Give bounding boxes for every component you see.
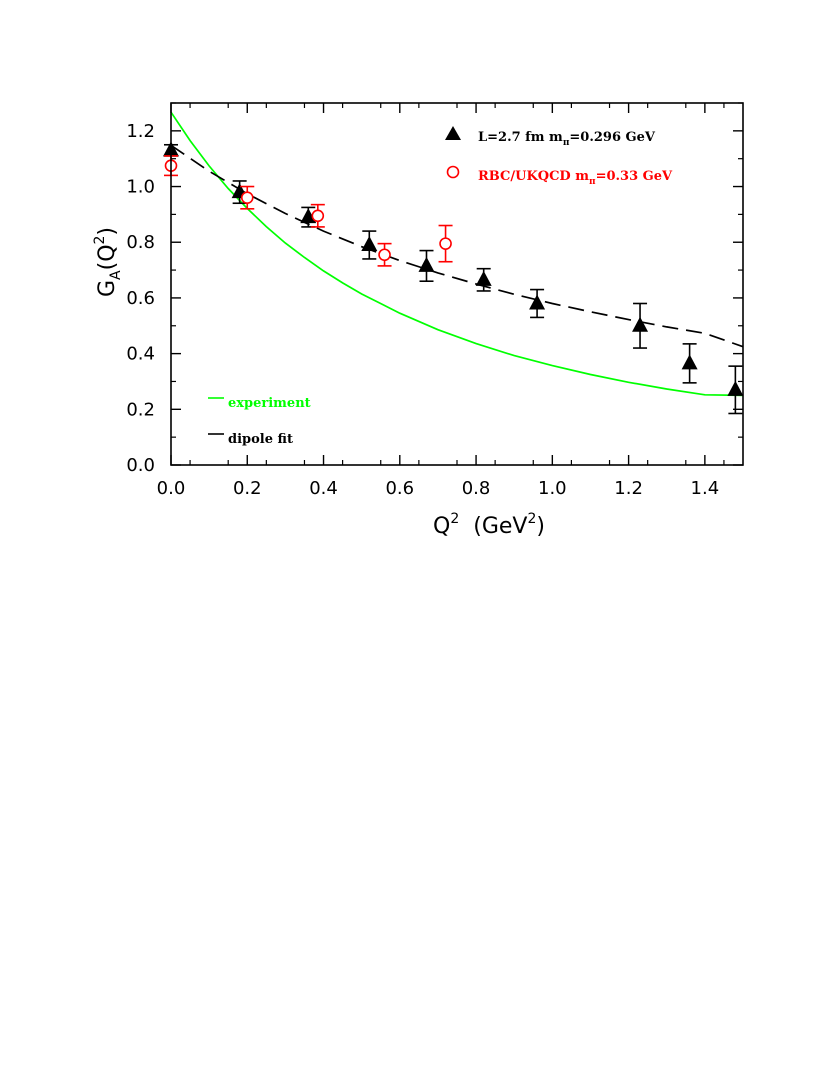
x-tick-label: 1.2 bbox=[614, 478, 643, 499]
data-point bbox=[377, 242, 392, 267]
x-tick-label: 1.4 bbox=[691, 478, 720, 499]
x-axis-title-main: Q bbox=[433, 514, 450, 539]
legend-label-lattice-b: =0.296 GeV bbox=[569, 130, 655, 145]
circle-marker bbox=[439, 237, 452, 250]
x-axis-title-sup: 2 bbox=[450, 511, 459, 527]
x-axis-title-unit-open: (GeV bbox=[473, 514, 527, 539]
data-point bbox=[240, 185, 255, 210]
x-tick-label: 1.0 bbox=[538, 478, 567, 499]
data-point bbox=[727, 365, 744, 415]
data-point bbox=[681, 343, 698, 384]
x-tick-label: 0.6 bbox=[385, 478, 414, 499]
triangle-marker bbox=[727, 380, 744, 396]
dipole-fit-curve bbox=[170, 144, 744, 348]
legend-label-lattice-sub: π bbox=[563, 138, 570, 148]
x-tick-label: 0.4 bbox=[309, 478, 338, 499]
y-tick-label: 1.0 bbox=[126, 177, 155, 198]
data-point bbox=[529, 288, 546, 319]
y-axis-title: GA(Q2) bbox=[92, 227, 124, 297]
x-axis-title: Q2 (GeV2) bbox=[433, 511, 545, 539]
x-axis-title-unit-close: ) bbox=[536, 514, 545, 539]
data-point bbox=[632, 302, 649, 349]
legend-label-rbc-sub: π bbox=[589, 177, 596, 187]
legend-label-lattice-a: L=2.7 fm m bbox=[478, 130, 563, 145]
data-point bbox=[310, 203, 325, 228]
y-tick-label: 1.2 bbox=[126, 121, 155, 142]
legend-marker-triangle bbox=[445, 126, 461, 140]
data-point bbox=[361, 230, 378, 260]
data-point bbox=[300, 206, 317, 228]
legend-marker-circle bbox=[446, 165, 460, 179]
triangle-marker bbox=[300, 208, 317, 224]
triangle-marker bbox=[418, 256, 435, 272]
triangle-marker bbox=[681, 354, 698, 370]
tick-label-layer: 0.0 0.2 0.4 0.6 0.8 1.0 1.2 1.4 0.0 0.2 0.4 0.6 0.8 1… bbox=[126, 121, 719, 499]
tick-layer bbox=[170, 102, 743, 466]
x-tick-label: 0.0 bbox=[157, 478, 186, 499]
x-tick-label: 0.2 bbox=[233, 478, 262, 499]
data-point bbox=[438, 224, 453, 263]
legend-label-lattice: L=2.7 fm mπ=0.296 GeV bbox=[478, 130, 656, 148]
triangle-marker bbox=[529, 294, 546, 310]
y-axis-title-main: G bbox=[95, 280, 120, 297]
y-axis-title-arg-open: (Q bbox=[95, 244, 120, 270]
triangle-marker bbox=[632, 316, 649, 332]
y-axis-title-sub: A bbox=[108, 270, 124, 280]
legend: L=2.7 fm mπ=0.296 GeV RBC/UKQCD mπ=0.33 … bbox=[208, 126, 673, 447]
legend-label-rbc: RBC/UKQCD mπ=0.33 GeV bbox=[478, 169, 673, 187]
circle-marker bbox=[240, 191, 254, 204]
y-tick-label: 0.2 bbox=[126, 399, 155, 420]
legend-label-rbc-a: RBC/UKQCD m bbox=[478, 169, 589, 184]
triangle-marker bbox=[361, 236, 378, 252]
legend-label-rbc-b: =0.33 GeV bbox=[596, 169, 673, 184]
legend-label-dipole-fit: dipole fit bbox=[228, 432, 293, 447]
y-tick-label: 0.6 bbox=[126, 288, 155, 309]
y-axis-title-arg-sup: 2 bbox=[92, 236, 108, 245]
circle-marker bbox=[311, 209, 325, 223]
legend-label-experiment: experiment bbox=[228, 396, 311, 411]
triangle-marker bbox=[475, 270, 492, 286]
circle-marker bbox=[378, 248, 391, 262]
marker-layer bbox=[163, 141, 744, 415]
curve-layer bbox=[170, 111, 744, 397]
y-tick-label: 0.4 bbox=[126, 344, 155, 365]
x-axis-title-unit-sup: 2 bbox=[527, 511, 536, 527]
y-tick-label: 0.0 bbox=[126, 455, 155, 476]
experiment-curve bbox=[170, 111, 744, 397]
data-point bbox=[475, 267, 492, 292]
x-tick-label: 0.8 bbox=[462, 478, 491, 499]
y-tick-label: 0.8 bbox=[126, 232, 155, 253]
y-axis-title-arg-close: ) bbox=[95, 227, 120, 236]
data-point bbox=[418, 249, 435, 283]
